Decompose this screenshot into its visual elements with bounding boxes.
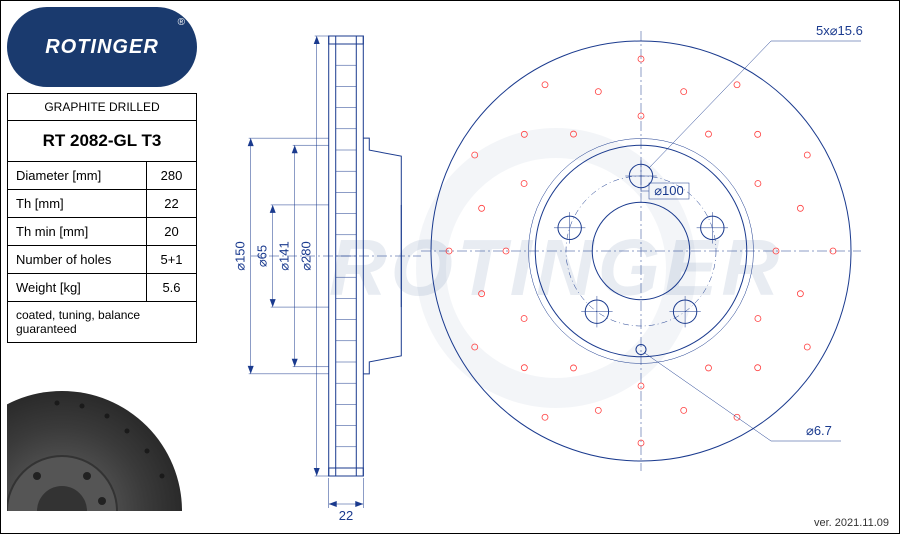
technical-drawing: ROTINGER ⌀150⌀65⌀141⌀28022 5x⌀15.6⌀6.7⌀1… bbox=[211, 1, 900, 535]
registered-icon: ® bbox=[178, 17, 185, 28]
product-type: GRAPHITE DRILLED bbox=[8, 94, 197, 121]
spec-value: 5+1 bbox=[147, 246, 197, 274]
svg-text:⌀141: ⌀141 bbox=[277, 241, 292, 271]
disc-photo bbox=[7, 381, 197, 511]
spec-label: Th min [mm] bbox=[8, 218, 147, 246]
brand-name: ROTINGER bbox=[45, 36, 159, 59]
spec-row: Th [mm]22 bbox=[8, 190, 197, 218]
spec-row: Weight [kg]5.6 bbox=[8, 274, 197, 302]
spec-label: Number of holes bbox=[8, 246, 147, 274]
spec-label: Th [mm] bbox=[8, 190, 147, 218]
spec-label: Diameter [mm] bbox=[8, 162, 147, 190]
svg-text:⌀280: ⌀280 bbox=[299, 241, 314, 271]
brand-logo: ROTINGER ® bbox=[7, 7, 197, 87]
notes: coated, tuning, balance guaranteed bbox=[8, 302, 197, 343]
svg-text:⌀65: ⌀65 bbox=[255, 245, 270, 267]
svg-text:⌀100: ⌀100 bbox=[654, 183, 684, 198]
spec-value: 280 bbox=[147, 162, 197, 190]
spec-value: 20 bbox=[147, 218, 197, 246]
spec-value: 22 bbox=[147, 190, 197, 218]
svg-text:⌀6.7: ⌀6.7 bbox=[806, 423, 832, 438]
svg-text:⌀150: ⌀150 bbox=[233, 241, 248, 271]
spec-table: GRAPHITE DRILLED RT 2082-GL T3 Diameter … bbox=[7, 93, 197, 343]
part-number: RT 2082-GL T3 bbox=[8, 121, 197, 162]
svg-text:22: 22 bbox=[339, 508, 353, 521]
spec-row: Th min [mm]20 bbox=[8, 218, 197, 246]
spec-row: Diameter [mm]280 bbox=[8, 162, 197, 190]
svg-text:5x⌀15.6: 5x⌀15.6 bbox=[816, 23, 863, 38]
spec-label: Weight [kg] bbox=[8, 274, 147, 302]
spec-value: 5.6 bbox=[147, 274, 197, 302]
spec-row: Number of holes5+1 bbox=[8, 246, 197, 274]
